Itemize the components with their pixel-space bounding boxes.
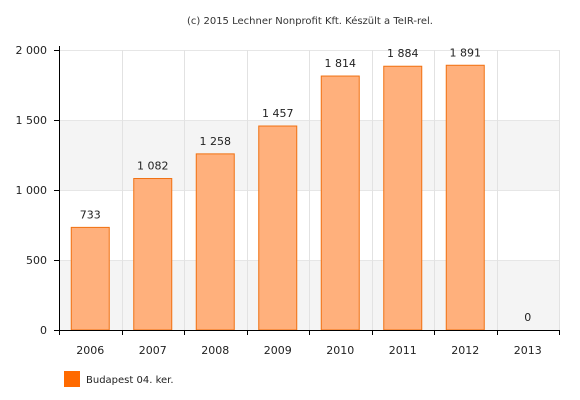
x-tick-labels: 2006 2007 2008 2009 2010 2011 2012 2013 (76, 344, 542, 357)
x-tick-label: 2012 (451, 344, 479, 357)
x-tick-label: 2008 (201, 344, 229, 357)
y-tick-labels: 0 500 1 000 1 500 2 000 (16, 44, 48, 337)
y-tick-label: 1 000 (16, 184, 48, 197)
data-label: 1 457 (262, 107, 294, 120)
x-tick-label: 2009 (264, 344, 292, 357)
data-label: 1 082 (137, 160, 169, 173)
legend-label: Budapest 04. ker. (86, 375, 174, 386)
bar-2010 (320, 75, 360, 331)
x-tick-label: 2006 (76, 344, 104, 357)
data-label: 0 (524, 311, 531, 324)
y-tick-label: 500 (26, 254, 47, 267)
axes (54, 46, 560, 335)
y-tick-label: 0 (40, 324, 47, 337)
bars (70, 64, 485, 331)
bar-2011 (383, 65, 423, 331)
x-tick-label: 2011 (389, 344, 417, 357)
data-label: 1 884 (387, 47, 419, 60)
bar-2006 (70, 226, 110, 331)
x-tick-label: 2010 (326, 344, 354, 357)
bar-2012 (445, 64, 485, 331)
legend: Budapest 04. ker. (64, 371, 174, 387)
legend-swatch (64, 371, 80, 387)
y-tick-label: 1 500 (16, 114, 48, 127)
data-labels: 733 1 082 1 258 1 457 1 814 1 884 1 891 0 (80, 46, 532, 324)
data-label: 1 814 (325, 57, 357, 70)
bar-2007 (133, 178, 173, 331)
x-tick-label: 2013 (514, 344, 542, 357)
data-label: 1 258 (200, 135, 232, 148)
credit-text: (c) 2015 Lechner Nonprofit Kft. Készült … (187, 15, 433, 27)
data-label: 733 (80, 208, 101, 221)
x-tick-label: 2007 (139, 344, 167, 357)
y-tick-label: 2 000 (16, 44, 48, 57)
bar-2009 (258, 125, 298, 331)
data-label: 1 891 (450, 46, 482, 59)
bar-2008 (195, 153, 235, 331)
